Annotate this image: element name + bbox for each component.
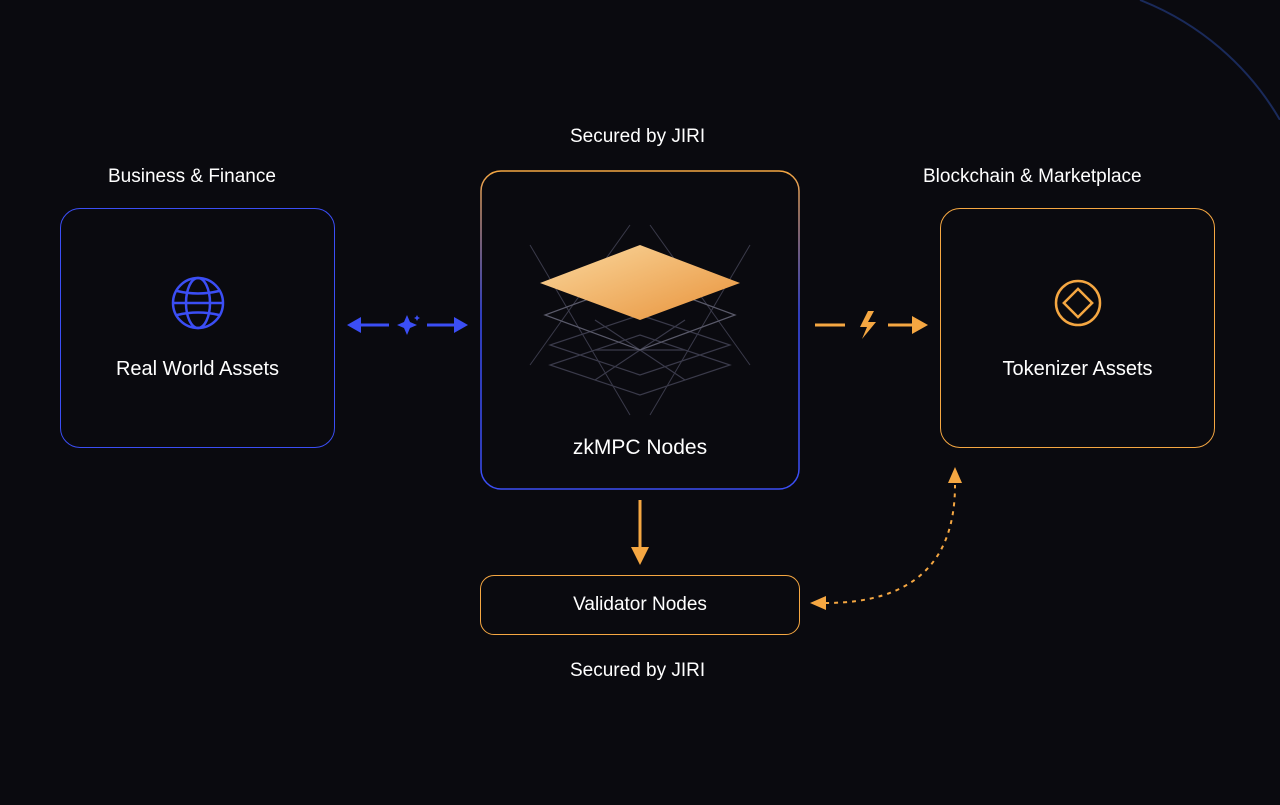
token-icon bbox=[1051, 276, 1105, 330]
globe-icon bbox=[171, 276, 225, 330]
corner-arc bbox=[1080, 0, 1280, 120]
arrow-left-center bbox=[345, 305, 470, 345]
center-header: Secured by JIRI bbox=[570, 126, 705, 148]
left-header: Business & Finance bbox=[108, 166, 276, 188]
right-header: Blockchain & Marketplace bbox=[923, 166, 1142, 188]
center-box-label: zkMPC Nodes bbox=[573, 436, 707, 460]
arrow-validator-right bbox=[805, 455, 975, 615]
arrow-center-right bbox=[810, 305, 930, 345]
validator-box: Validator Nodes bbox=[480, 575, 800, 635]
validator-label: Validator Nodes bbox=[573, 594, 707, 616]
left-box-label: Real World Assets bbox=[116, 358, 279, 381]
left-box: Real World Assets bbox=[60, 208, 335, 448]
arrow-center-down bbox=[625, 495, 655, 570]
center-box: zkMPC Nodes bbox=[480, 170, 800, 490]
right-box: Tokenizer Assets bbox=[940, 208, 1215, 448]
validator-sub-label: Secured by JIRI bbox=[570, 660, 705, 682]
right-box-label: Tokenizer Assets bbox=[1002, 358, 1152, 381]
